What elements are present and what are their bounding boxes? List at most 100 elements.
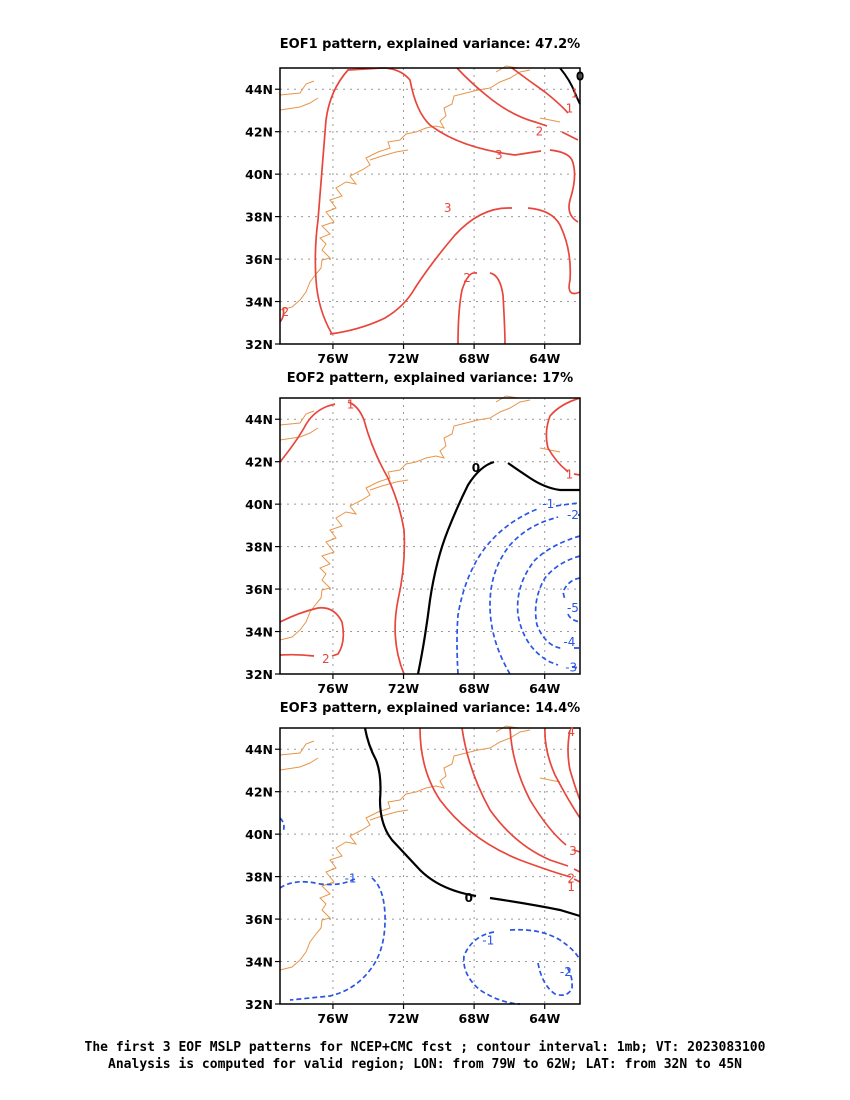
x-tick-label: 76W: [317, 681, 348, 696]
contour-positive: [279, 606, 345, 657]
contour-positive: [567, 729, 581, 801]
x-tick-label: 68W: [459, 351, 490, 366]
y-tick-label: 42N: [245, 785, 273, 800]
eof3-title: EOF3 pattern, explained variance: 14.4%: [280, 701, 580, 716]
contour-label: 2: [463, 271, 471, 285]
contour-positive: [544, 727, 581, 819]
contour-label: 3: [569, 844, 577, 858]
y-tick-label: 36N: [245, 582, 273, 597]
y-tick-label: 40N: [245, 497, 273, 512]
contour-label: 1: [571, 86, 579, 100]
y-tick-label: 44N: [245, 82, 273, 97]
eof1-contours: [279, 67, 581, 345]
x-tick-label: 76W: [317, 351, 348, 366]
contour-negative: [279, 817, 285, 833]
eof1-x-ticks: 76W 72W 68W 64W: [317, 344, 561, 366]
eof1-grid: [280, 68, 580, 344]
eof1-panel: EOF1 pattern, explained variance: 47.2% …: [245, 37, 584, 366]
contour-negative: [456, 502, 581, 675]
contour-zero: [416, 460, 580, 675]
eof1-frame: [279, 67, 581, 345]
contour-label: 0: [472, 461, 480, 475]
eof3-contour-labels: 4 3 21 0 -1 -1 -2: [345, 725, 577, 979]
contour-zero: [559, 67, 581, 105]
eof1-contour-labels: 11 2 3 3 2 2 0: [281, 69, 584, 319]
contour-label: 1: [567, 880, 575, 894]
eof1-y-ticks: 32N 34N 36N 38N 40N 42N 44N: [245, 82, 280, 352]
eof3-contours: [279, 727, 581, 1005]
contour-label: -1: [542, 497, 554, 511]
x-tick-label: 68W: [459, 681, 490, 696]
contour-label: -3: [565, 661, 577, 675]
caption-line-2: Analysis is computed for valid region; L…: [108, 1057, 742, 1072]
coastline-east: [279, 65, 561, 311]
y-tick-label: 38N: [245, 210, 273, 225]
y-tick-label: 42N: [245, 125, 273, 140]
contour-positive: [456, 67, 579, 141]
caption-line-1: The first 3 EOF MSLP patterns for NCEP+C…: [84, 1040, 766, 1055]
y-tick-label: 32N: [245, 337, 273, 352]
coastline-north: [279, 80, 319, 111]
y-tick-label: 42N: [245, 455, 273, 470]
contour-label: 2: [322, 652, 330, 666]
y-tick-label: 36N: [245, 912, 273, 927]
y-tick-label: 38N: [245, 870, 273, 885]
coastline-north: [279, 740, 319, 771]
x-tick-label: 64W: [529, 681, 560, 696]
y-tick-label: 32N: [245, 667, 273, 682]
y-tick-label: 34N: [245, 625, 273, 640]
contour-positive: [545, 397, 581, 476]
contour-negative: [534, 555, 581, 649]
x-tick-label: 72W: [388, 681, 419, 696]
eof2-contour-labels: 1 1 2 0 -1 -2 -5 -4 -3: [322, 397, 579, 674]
eof2-contours: [279, 397, 581, 675]
eof1-coastline: [279, 65, 561, 311]
x-tick-label: 68W: [459, 1011, 490, 1026]
contour-label: -1: [345, 872, 357, 886]
coastline-north: [279, 410, 319, 441]
contour-negative: [537, 962, 573, 996]
y-tick-label: 40N: [245, 167, 273, 182]
y-tick-label: 36N: [245, 252, 273, 267]
eof1-title: EOF1 pattern, explained variance: 47.2%: [280, 37, 580, 52]
eof2-y-ticks: 32N 34N 36N 38N 40N 42N 44N: [245, 412, 280, 682]
eof3-y-ticks: 32N 34N 36N 38N 40N 42N 44N: [245, 742, 280, 1012]
contour-negative: [279, 877, 386, 1001]
contour-negative: [489, 514, 580, 675]
x-tick-label: 72W: [388, 1011, 419, 1026]
contour-label: 2: [536, 125, 544, 139]
contour-positive: [314, 67, 579, 335]
x-tick-label: 76W: [317, 1011, 348, 1026]
contour-positive: [279, 401, 406, 675]
eof-figure: EOF1 pattern, explained variance: 47.2% …: [245, 37, 584, 1026]
eof2-coastline: [279, 395, 561, 641]
coastline-east: [279, 395, 561, 641]
contour-positive: [279, 307, 285, 323]
contour-label: 2: [281, 305, 289, 319]
contour-label: 1: [347, 397, 355, 411]
contour-label: 1: [566, 467, 574, 481]
contour-positive: [461, 727, 581, 873]
y-tick-label: 34N: [245, 955, 273, 970]
contour-label: 0: [465, 891, 473, 905]
eof3-x-ticks: 76W 72W 68W 64W: [317, 1004, 561, 1026]
contour-positive: [457, 272, 506, 345]
contour-negative: [462, 928, 581, 1005]
eof2-frame: [279, 397, 581, 675]
x-tick-label: 64W: [529, 351, 560, 366]
y-tick-label: 44N: [245, 412, 273, 427]
contour-positive: [419, 727, 581, 883]
contour-label: -1: [482, 933, 494, 947]
y-tick-label: 34N: [245, 295, 273, 310]
y-tick-label: 38N: [245, 540, 273, 555]
contour-positive: [509, 727, 581, 853]
contour-label: -2: [567, 508, 579, 522]
x-tick-label: 72W: [388, 351, 419, 366]
eof3-coastline: [279, 725, 561, 971]
y-tick-label: 40N: [245, 827, 273, 842]
contour-label: 4: [567, 725, 575, 739]
contour-label: 0: [576, 69, 584, 83]
coastline-east: [279, 725, 561, 971]
eof3-frame: [279, 727, 581, 1005]
eof2-title: EOF2 pattern, explained variance: 17%: [287, 371, 573, 386]
